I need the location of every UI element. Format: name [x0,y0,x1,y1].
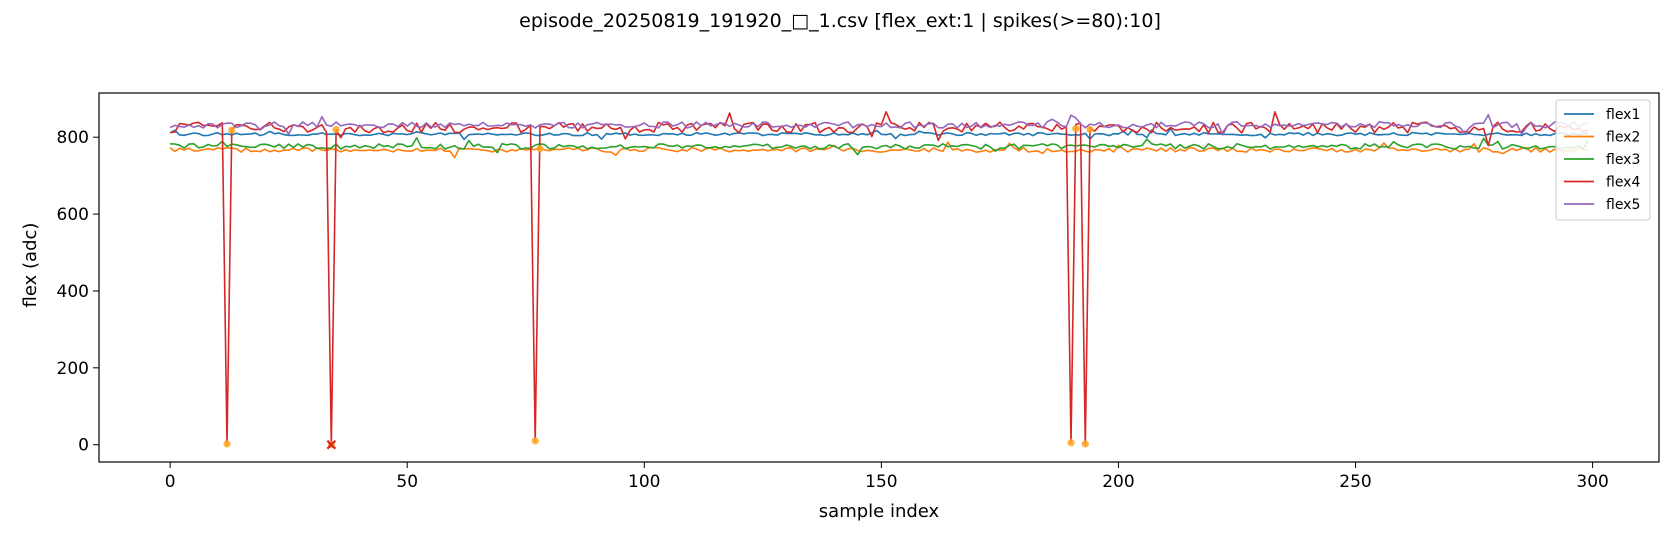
spike-marker [536,145,544,153]
x-tick-label: 100 [628,472,660,492]
y-tick-label: 800 [57,128,89,148]
series-line-flex4 [170,111,1589,446]
chart-title: episode_20250819_191920_□_1.csv [flex_ex… [519,10,1161,32]
cross-marker [326,439,337,450]
legend-label-flex2: flex2 [1606,130,1640,146]
series-line-flex5 [169,114,1589,136]
series-line-flex1 [169,128,1588,141]
legend: flex1 flex2 flex3 flex4 flex5 [1555,99,1651,221]
x-tick-label: 200 [1102,472,1134,492]
y-tick-label: 200 [57,359,89,379]
x-tick-label: 50 [396,472,418,492]
y-tick-label: 600 [57,205,89,225]
legend-label-flex5: flex5 [1606,197,1640,213]
spike-marker [1067,439,1075,447]
legend-box [1555,99,1651,221]
series-line-flex2 [169,141,1589,159]
spike-marker [1086,125,1094,134]
y-axis-label: flex (adc) [20,223,41,308]
spike-marker [228,126,236,134]
series-line-flex3 [170,137,1589,156]
legend-label-flex3: flex3 [1606,152,1640,168]
legend-label-flex4: flex4 [1606,175,1640,191]
x-axis-label: sample index [819,501,940,522]
series-group [169,111,1589,446]
legend-label-flex1: flex1 [1606,107,1640,123]
x-tick-label: 150 [865,472,897,492]
spike-marker [1081,440,1089,448]
x-tick-label: 250 [1339,472,1371,492]
spike-marker [332,125,340,134]
spike-marker [1072,125,1080,133]
axes-frame [98,92,1660,463]
x-tick-label: 0 [165,472,176,492]
plot-area: 0 50 100 150 200 250 3000200400600800flex1flex… [57,92,1660,492]
y-tick-label: 0 [78,436,89,456]
spike-marker [531,437,539,445]
x-tick-label: 300 [1576,472,1608,492]
spike-marker [223,440,231,448]
y-tick-label: 400 [57,282,89,302]
